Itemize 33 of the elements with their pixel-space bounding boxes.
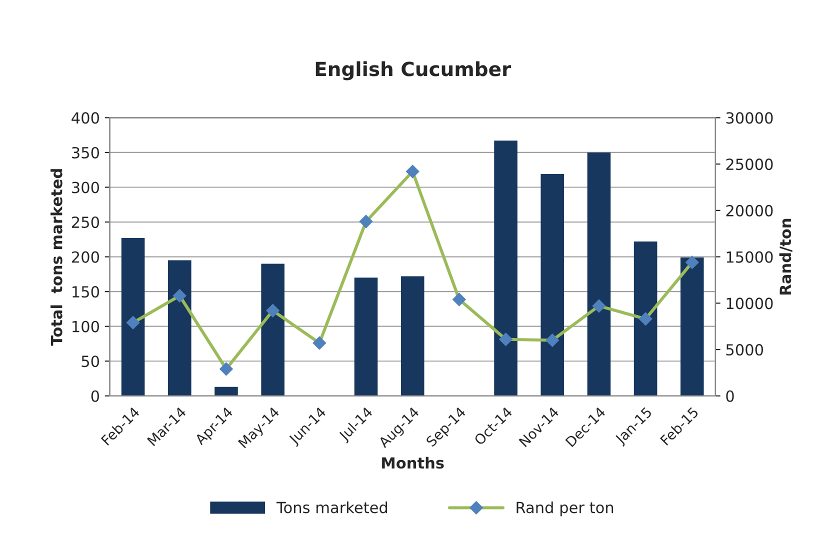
bar <box>680 257 704 396</box>
chart-title: English Cucumber <box>316 61 512 80</box>
bar <box>400 276 424 396</box>
bar <box>168 260 192 396</box>
y-tick-label: 200 <box>72 251 100 263</box>
y2-tick-label: 25000 <box>726 158 773 170</box>
bar <box>540 174 564 396</box>
legend-label: Rand per ton <box>516 501 614 516</box>
y-tick-label: 100 <box>72 320 100 332</box>
bar <box>261 264 284 396</box>
y-tick-label: 350 <box>72 146 100 158</box>
y-axis-title: Total tons marketed <box>50 169 62 346</box>
y-tick-label: 300 <box>72 182 100 194</box>
y2-tick-label: 30000 <box>726 112 773 124</box>
bar <box>214 386 238 396</box>
bar <box>354 278 378 396</box>
bar <box>634 242 658 396</box>
bar <box>587 152 611 396</box>
y2-tick-label: 10000 <box>726 298 773 310</box>
y2-tick-label: 5000 <box>726 344 764 356</box>
y2-tick-label: 20000 <box>726 204 773 216</box>
bar <box>494 140 518 396</box>
x-axis-title: Months <box>382 456 444 469</box>
y2-tick-label: 15000 <box>726 251 773 263</box>
y-tick-label: 0 <box>91 390 100 402</box>
bar <box>121 238 145 396</box>
y-tick-label: 150 <box>72 286 100 298</box>
legend-label: Tons marketed <box>276 501 388 514</box>
y-tick-label: 400 <box>72 112 100 124</box>
y2-axis-title: Rand/ton <box>779 218 792 294</box>
y-tick-label: 250 <box>72 216 100 228</box>
y2-tick-label: 0 <box>726 390 734 402</box>
y-tick-label: 50 <box>82 356 100 368</box>
